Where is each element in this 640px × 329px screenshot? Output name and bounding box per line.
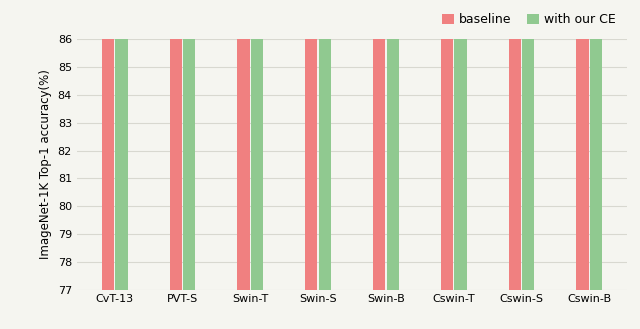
Bar (454, 0, 467, 290)
Bar (115, 0, 127, 290)
Bar (102, 0, 114, 290)
Bar (522, 0, 534, 290)
Bar (441, 0, 453, 290)
Y-axis label: ImageNet-1K Top-1 accuracy(%): ImageNet-1K Top-1 accuracy(%) (39, 69, 52, 260)
Bar (183, 0, 195, 290)
Bar (387, 0, 399, 290)
Bar (509, 0, 521, 290)
Bar (237, 0, 250, 290)
Bar (590, 0, 602, 290)
Bar (305, 0, 317, 290)
Bar (577, 0, 589, 290)
Bar (251, 0, 263, 290)
Bar (373, 0, 385, 290)
Bar (319, 0, 331, 290)
Legend: baseline, with our CE: baseline, with our CE (436, 8, 621, 31)
Bar (170, 0, 182, 290)
